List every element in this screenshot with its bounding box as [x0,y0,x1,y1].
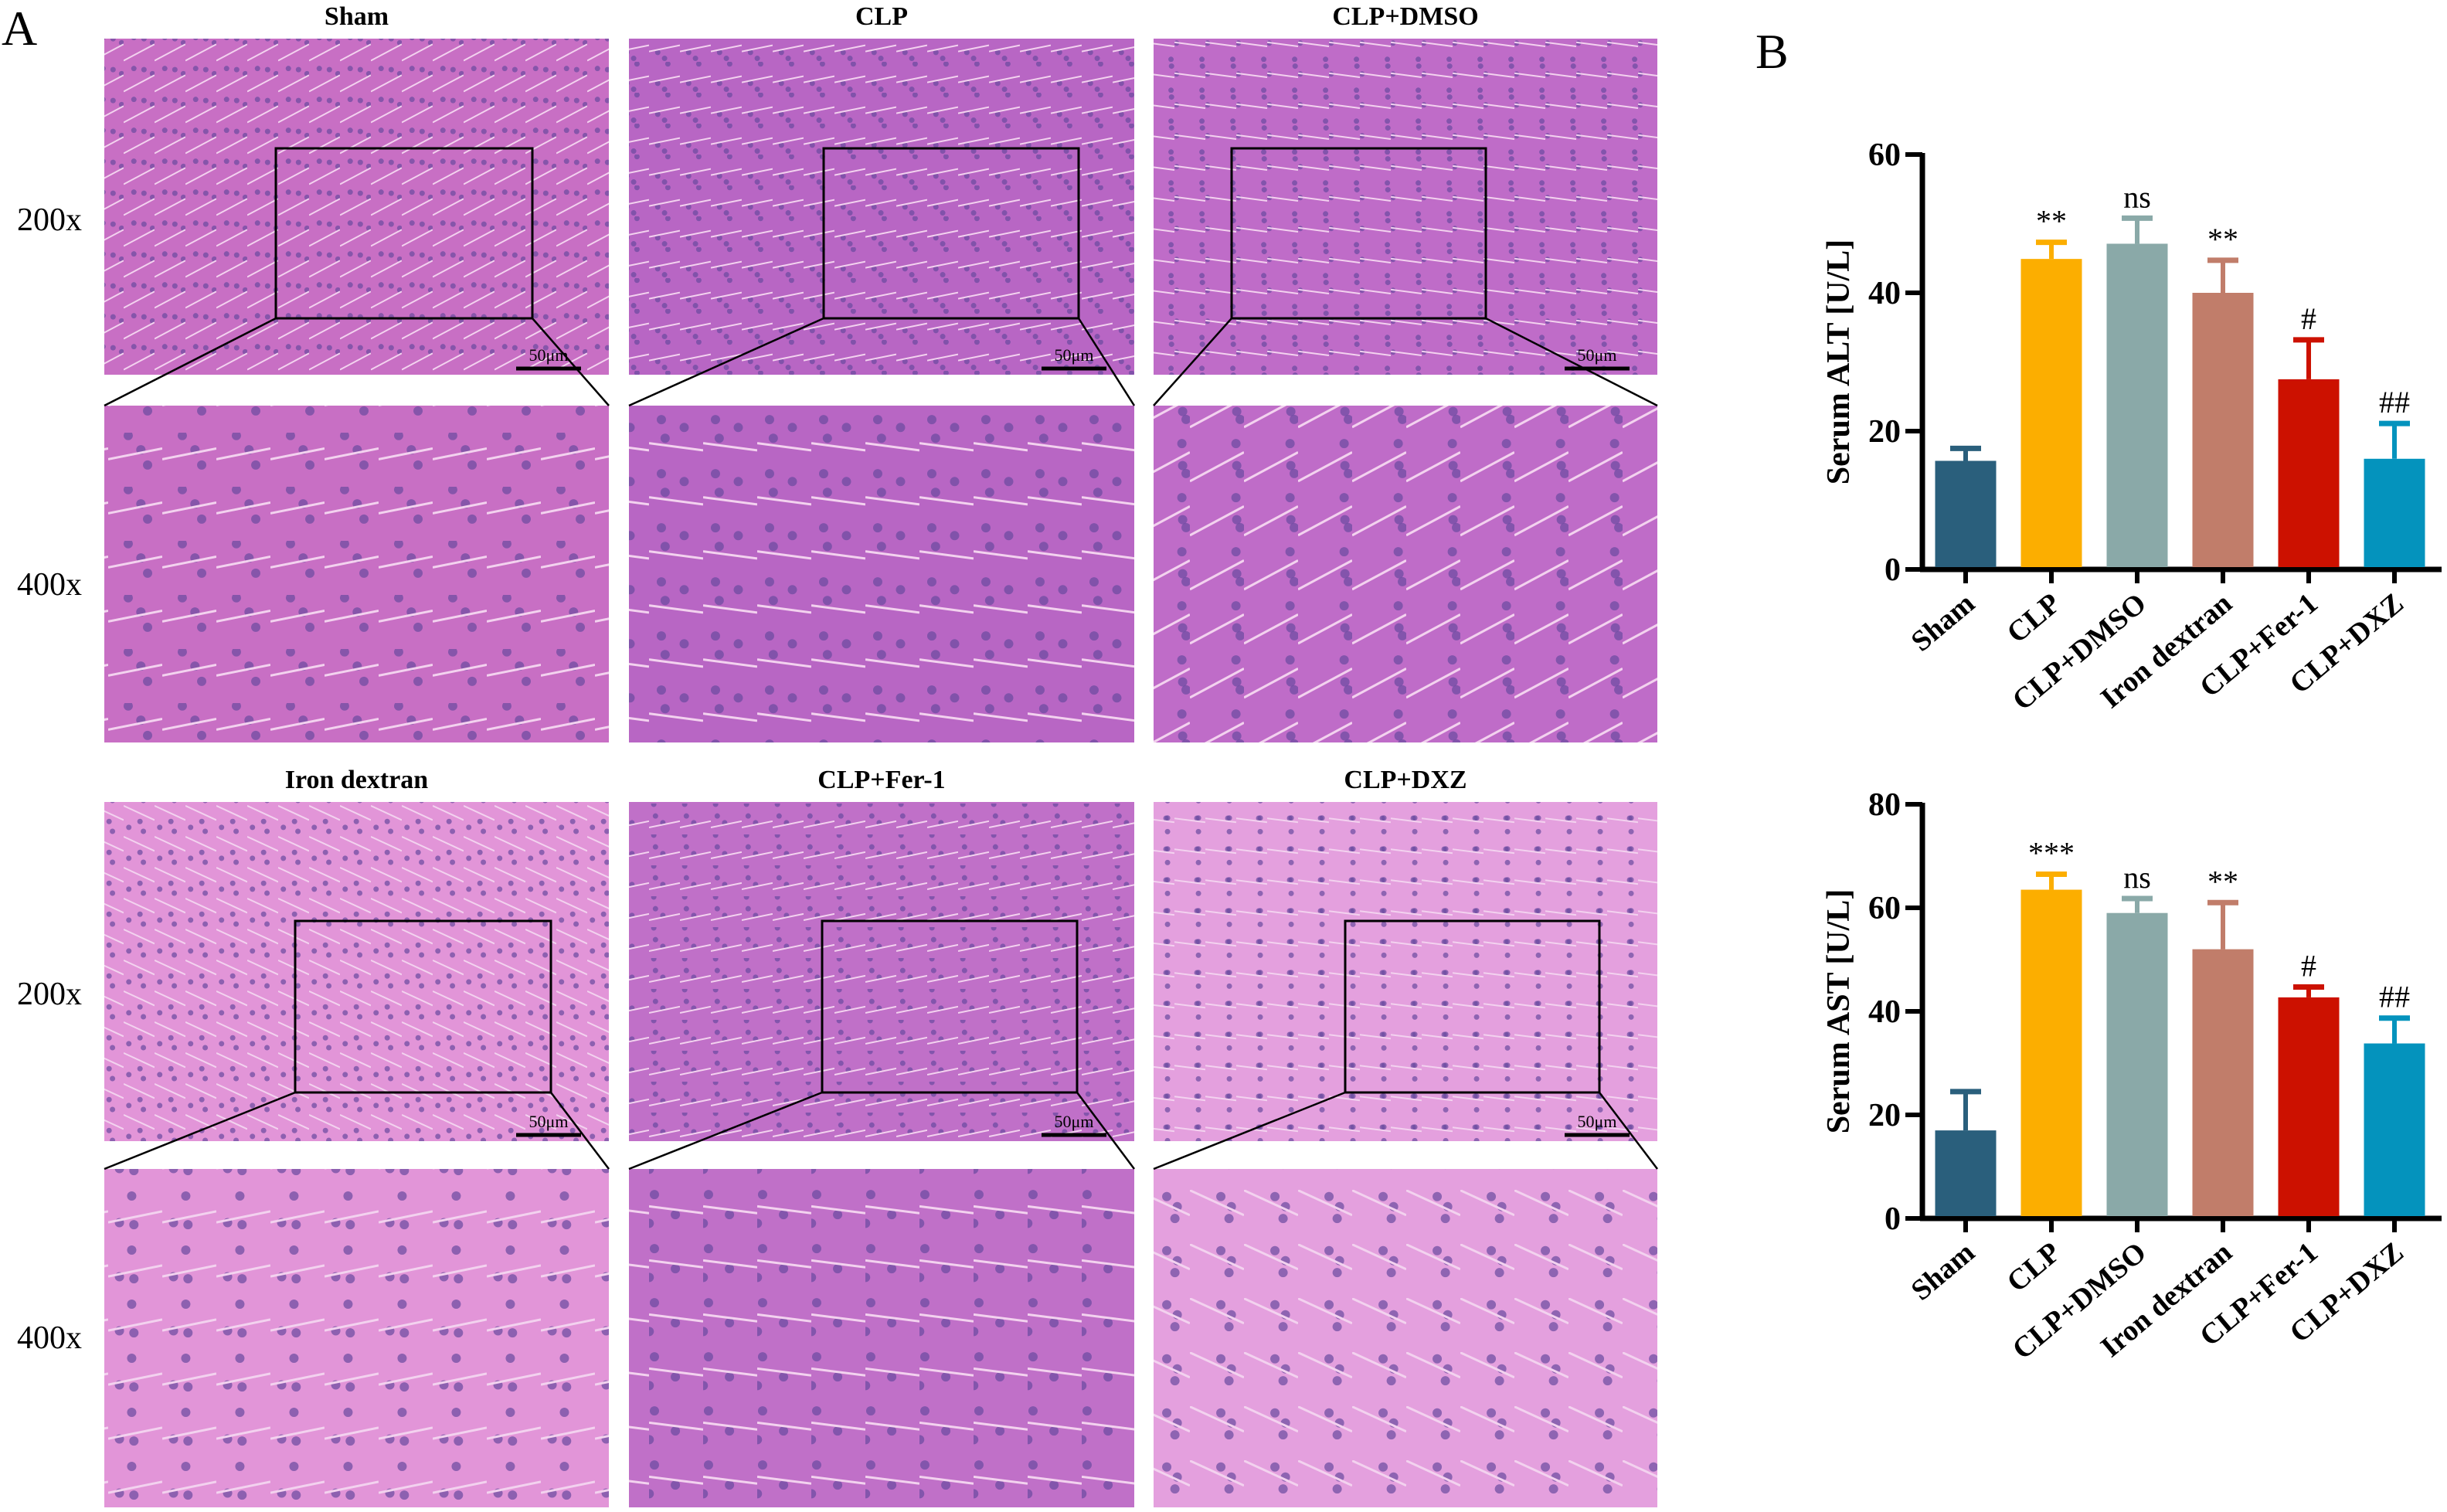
row-label-400x-bottom: 400x [17,1320,82,1356]
micrograph-400x [104,406,609,742]
inset-box [821,919,1079,1094]
significance-label: ns [2123,860,2151,895]
x-tick-label: CLP [2001,1236,2067,1299]
scale-bar-label: 50μm [1578,1112,1617,1131]
inset-box [294,919,552,1094]
y-tick-label: 20 [1868,1098,1901,1133]
panel-b-letter: B [1755,24,1789,79]
micrograph-200x [629,39,1134,375]
significance-label: ** [2207,864,2238,899]
micrograph-400x [629,406,1134,742]
y-axis-label: Serum AST [U/L] [1821,889,1857,1134]
zoom-line [1485,317,1658,407]
y-tick-label: 80 [1868,787,1901,823]
scale-bar-label: 50μm [529,1112,569,1131]
histology-group-iron-dextran: Iron dextran 50μm [104,766,610,1507]
y-tick-label: 40 [1868,276,1901,311]
histology-group-clp-dxz: CLP+DXZ 50μm [1153,766,1658,1507]
zoom-line [1153,318,1232,406]
group-title: CLP+Fer-1 [817,766,945,794]
micrograph-400x [104,1169,609,1507]
panel-a-histology: Sham 50μm CLP 50μm CLP+DMSO 50μm Iron dextran 5… [104,2,1658,1507]
zoom-line [104,317,277,407]
inset-box [274,147,534,320]
bar-sham [1935,1130,1997,1216]
scale-bar-label: 50μm [529,345,569,365]
row-label-400x-top: 400x [17,567,82,603]
significance-label: # [2301,949,2316,984]
micrograph-400x [1154,406,1657,742]
zoom-line [628,317,824,407]
bar-iron-dextran [2192,949,2254,1216]
y-tick-label: 20 [1868,414,1901,450]
significance-label: *** [2028,835,2075,870]
micrograph-200x [629,802,1134,1141]
zoom-line [532,318,610,406]
x-tick-label: Sham [1905,587,1981,658]
row-label-200x-top: 200x [17,202,82,238]
scale-bar-label: 50μm [1055,345,1094,365]
histology-group-sham: Sham 50μm [104,2,610,742]
significance-label: ## [2379,385,2410,420]
zoom-line [550,1092,610,1170]
micrograph-200x [1154,802,1657,1141]
bar-clp [2020,259,2082,567]
inset-box [822,147,1080,320]
bar-clp-dxz [2364,1043,2425,1216]
zoom-line [1076,1092,1136,1170]
significance-label: ns [2123,179,2151,214]
micrograph-200x [1154,39,1657,375]
histology-group-clp-fer-1: CLP+Fer-1 50μm [628,766,1136,1507]
micrograph-400x [1154,1169,1657,1507]
y-axis-label: Serum ALT [U/L] [1821,240,1857,484]
group-title: CLP+DXZ [1344,766,1467,794]
panel-a-letter: A [2,1,37,56]
histology-group-clp-dmso: CLP+DMSO 50μm [1153,2,1658,742]
row-label-200x-bottom: 200x [17,977,82,1012]
bar-clp [2020,889,2082,1216]
bar-clp-dmso [2106,912,2168,1216]
bar-clp-fer-1 [2278,379,2340,567]
x-tick-label: Sham [1905,1236,1981,1307]
y-tick-label: 40 [1868,994,1901,1030]
x-tick-label: CLP [2001,587,2067,650]
bar-clp-dmso [2106,243,2168,567]
micrograph-400x [629,1169,1134,1507]
group-title: Iron dextran [285,766,429,794]
bar-clp-dxz [2364,458,2425,567]
group-title: CLP [855,2,908,31]
zoom-line [1077,318,1136,406]
y-tick-label: 60 [1868,891,1901,926]
group-title: CLP+DMSO [1332,2,1478,31]
significance-label: ## [2379,980,2410,1014]
inset-box [1344,919,1601,1094]
scale-bar-label: 50μm [1578,345,1617,365]
y-tick-label: 60 [1868,138,1901,173]
micrograph-200x [104,802,609,1141]
significance-label: ** [2036,204,2067,239]
bar-clp-fer-1 [2278,997,2340,1216]
y-tick-label: 0 [1885,1201,1901,1237]
group-title: Sham [325,2,389,31]
significance-label: # [2301,301,2316,336]
scale-bar-label: 50μm [1055,1112,1094,1131]
zoom-line [104,1091,296,1171]
significance-label: ** [2207,222,2238,257]
bar-sham [1935,460,1997,567]
inset-box [1230,147,1487,320]
histology-group-clp: CLP 50μm [628,2,1136,742]
zoom-line [628,1091,823,1171]
zoom-line [1153,1091,1346,1171]
zoom-line [1599,1092,1658,1170]
bar-iron-dextran [2192,293,2254,567]
y-tick-label: 0 [1885,552,1901,588]
